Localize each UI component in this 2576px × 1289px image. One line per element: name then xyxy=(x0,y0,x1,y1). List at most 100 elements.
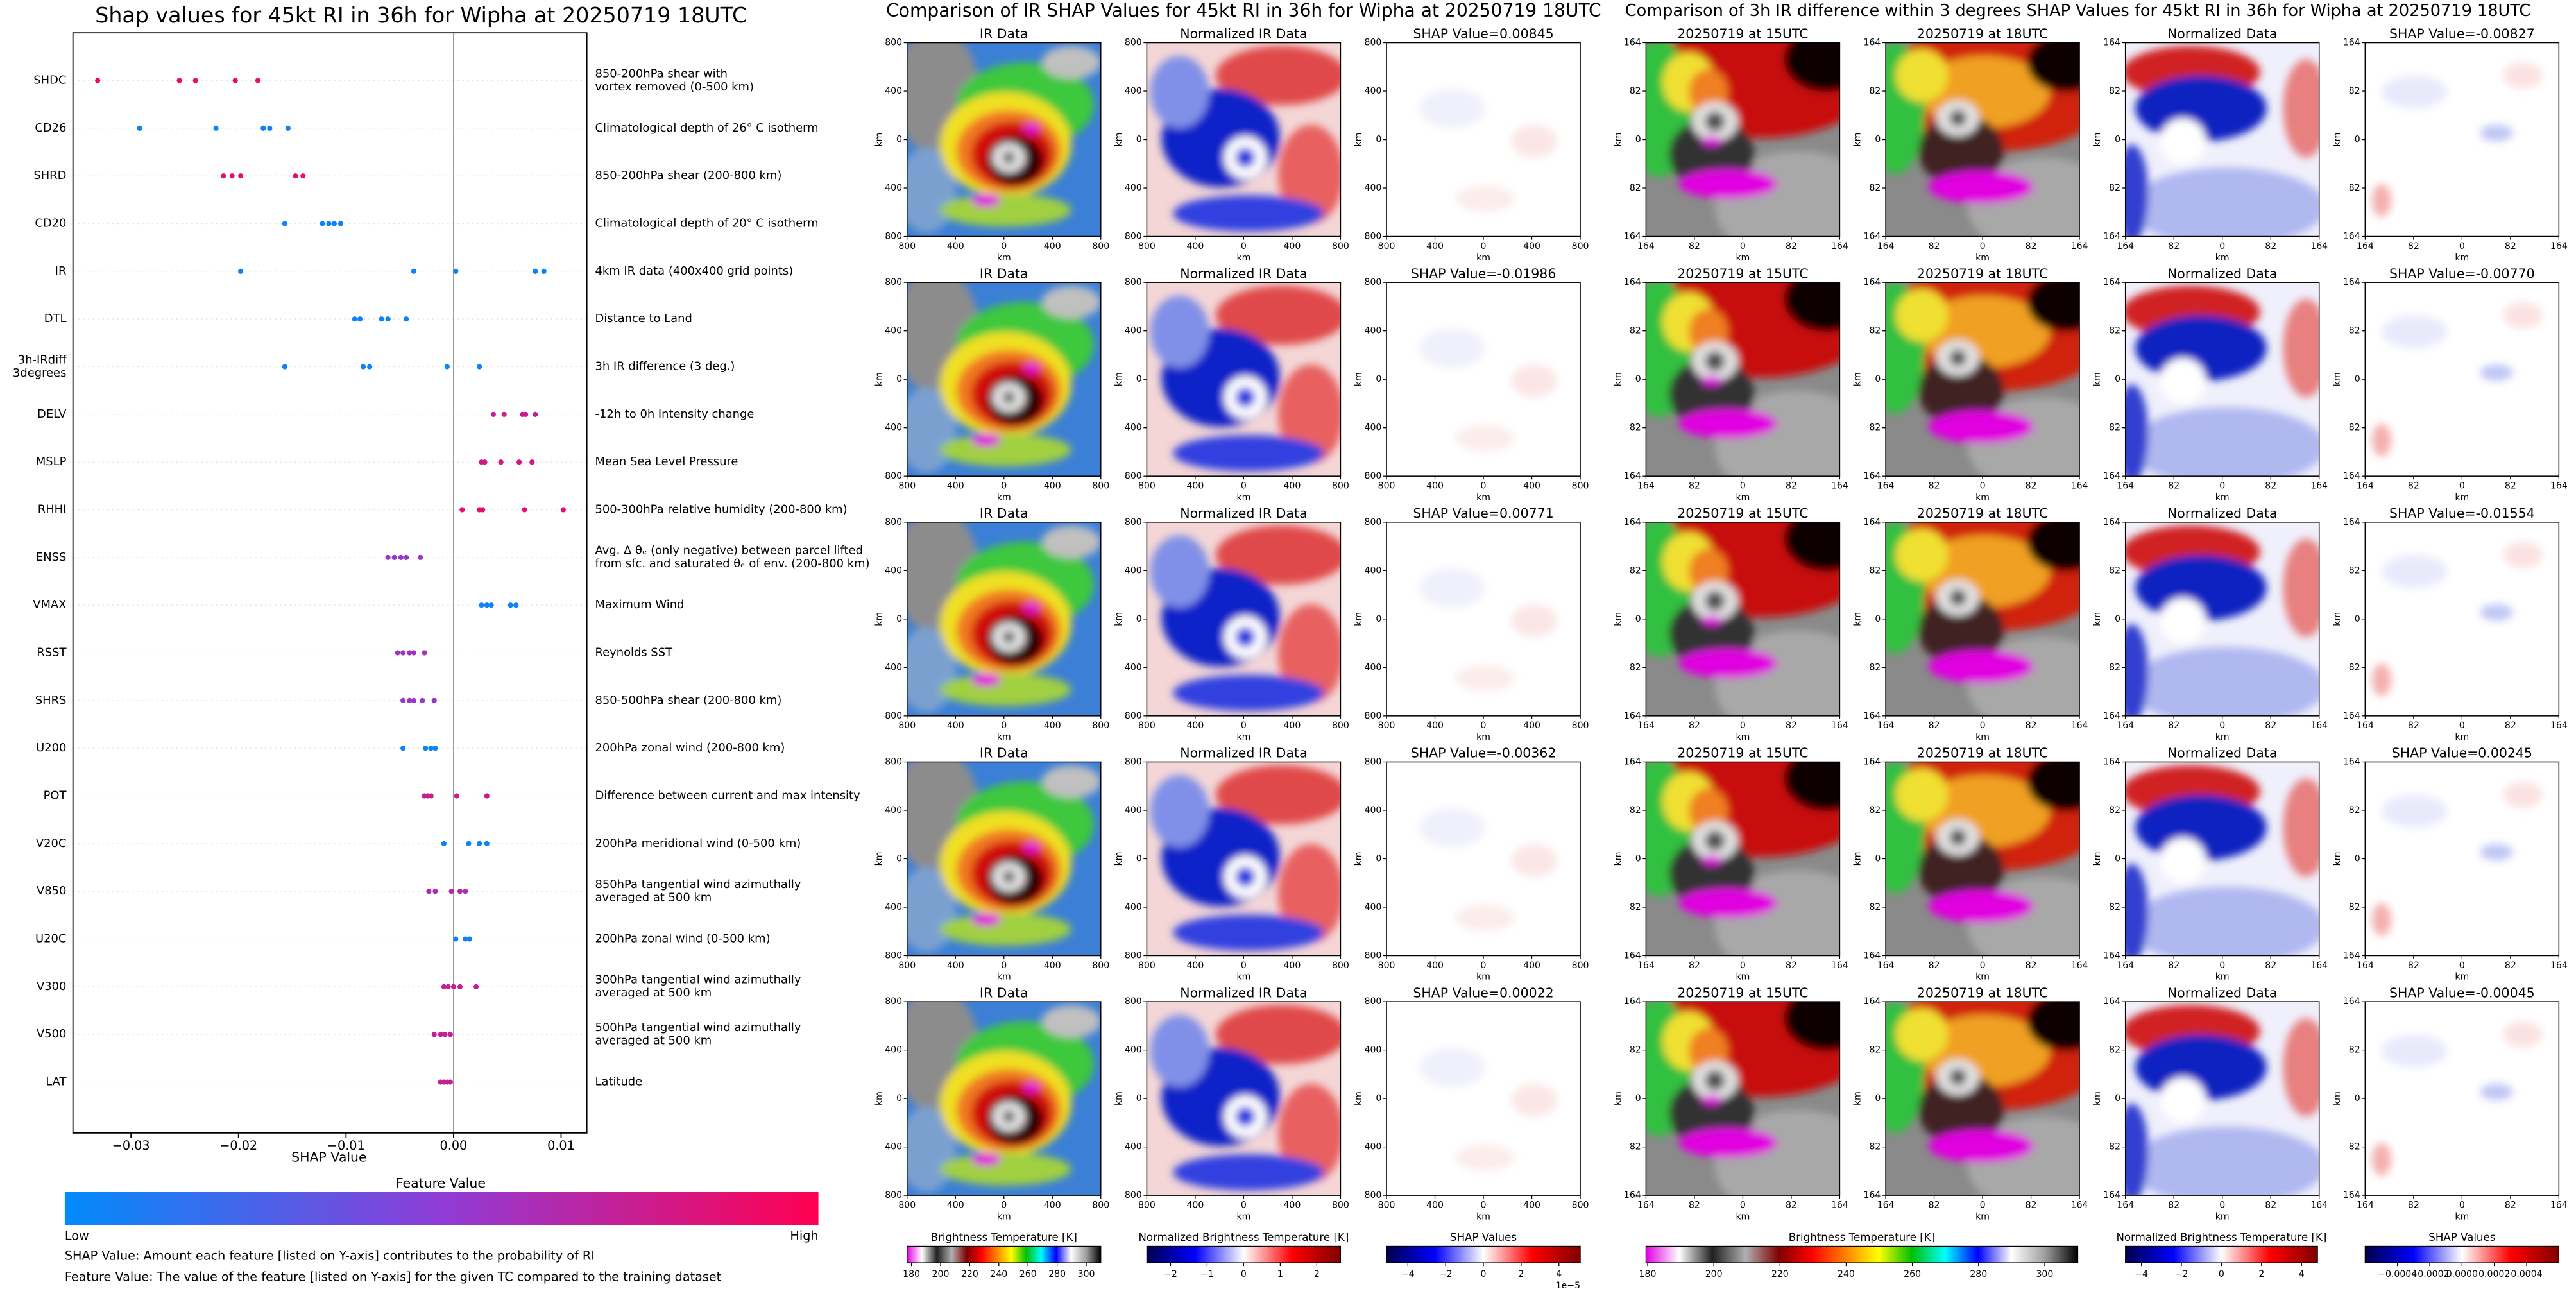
x-tick-label: 0 xyxy=(1001,481,1007,491)
shap-point xyxy=(391,554,397,560)
y-tick-label: 0 xyxy=(1136,853,1142,864)
shap-point xyxy=(533,268,538,274)
x-tick-label: 82 xyxy=(2408,1200,2419,1210)
x-tick-label: 82 xyxy=(2026,721,2037,731)
shap-point xyxy=(282,364,287,370)
y-tick-label: 164 xyxy=(2103,471,2120,481)
x-tick-label: 800 xyxy=(898,1200,916,1210)
shap-point xyxy=(293,173,298,179)
x-tick-label: 82 xyxy=(2265,960,2276,971)
y-tick-label: 82 xyxy=(2109,86,2120,96)
colorbar-tick-label: 300 xyxy=(1078,1269,1095,1279)
x-axis-label: km xyxy=(2455,972,2469,982)
y-tick-label: 82 xyxy=(1630,902,1641,912)
y-tick-label: 82 xyxy=(1630,662,1641,672)
x-tick-label: 0 xyxy=(2219,481,2225,491)
x-tick-label: 82 xyxy=(2505,481,2516,491)
y-axis-label: km xyxy=(1354,612,1364,626)
y-tick-label: 164 xyxy=(1864,756,1881,767)
colorbar-tick-label: 220 xyxy=(1771,1269,1789,1279)
panel-title: Normalized Data xyxy=(2167,985,2277,1000)
colorbar-title: Feature Value xyxy=(396,1175,486,1191)
panel-title: Normalized Data xyxy=(2167,506,2277,521)
x-tick-label: 82 xyxy=(1786,1200,1797,1210)
y-tick-label: 0 xyxy=(1635,1093,1641,1104)
panel-image xyxy=(894,30,1100,236)
x-tick-label: 0 xyxy=(1980,481,1986,491)
colorbar-tick-label: 180 xyxy=(1639,1269,1657,1279)
y-tick-label: 400 xyxy=(1125,1045,1142,1055)
x-tick-label: 82 xyxy=(2168,1200,2179,1210)
x-tick-label: 164 xyxy=(2357,721,2374,731)
shap-point xyxy=(398,554,404,560)
y-axis-label: km xyxy=(1613,852,1623,866)
x-tick-label: 82 xyxy=(1689,960,1700,971)
y-tick-label: 82 xyxy=(1869,86,1881,96)
shap-point xyxy=(267,125,273,131)
shap-point xyxy=(431,1032,437,1037)
x-tick-label: 0 xyxy=(2219,241,2225,252)
y-tick-label: 164 xyxy=(2343,517,2360,527)
shap-point xyxy=(395,650,400,656)
x-tick-label: 82 xyxy=(2265,241,2276,252)
x-axis-label: km xyxy=(1236,492,1250,502)
x-tick-label: 0 xyxy=(2459,960,2465,971)
panel-title: Normalized IR Data xyxy=(1180,26,1307,42)
x-tick-label: −0.02 xyxy=(219,1138,257,1153)
x-tick-label: 164 xyxy=(1637,241,1655,252)
feature-label: CD26 xyxy=(35,121,66,135)
x-tick-label: 800 xyxy=(1138,481,1156,491)
x-axis-label: km xyxy=(1476,492,1490,502)
colorbar-tick-label: −2 xyxy=(2175,1269,2188,1279)
x-axis-label: km xyxy=(2455,1211,2469,1222)
x-axis-label: km xyxy=(1736,1211,1750,1222)
y-tick-label: 400 xyxy=(1365,86,1382,96)
y-tick-label: 0 xyxy=(896,1093,902,1104)
feature-description: 500-300hPa relative humidity (200-800 km… xyxy=(595,503,848,516)
y-tick-label: 82 xyxy=(1869,1045,1881,1055)
colorbar-tick-label: −2 xyxy=(1164,1269,1177,1279)
x-tick-label: 400 xyxy=(947,960,964,971)
x-tick-label: 400 xyxy=(947,241,964,252)
x-tick-label: 0 xyxy=(1980,241,1986,252)
y-tick-label: 400 xyxy=(885,565,902,576)
y-axis-label: km xyxy=(874,1091,884,1105)
y-tick-label: 164 xyxy=(1864,232,1881,242)
shap-point xyxy=(95,78,101,83)
x-axis-label: km xyxy=(1236,1211,1250,1222)
shap-point xyxy=(457,889,463,894)
shap-point xyxy=(477,841,482,846)
y-tick-label: 0 xyxy=(1376,614,1381,624)
y-tick-label: 400 xyxy=(1365,423,1382,433)
y-tick-label: 0 xyxy=(1875,135,1881,145)
colorbar-label: Brightness Temperature [K] xyxy=(931,1231,1077,1243)
x-tick-label: 164 xyxy=(1637,721,1655,731)
y-tick-label: 0 xyxy=(1635,374,1641,384)
feature-description: Maximum Wind xyxy=(595,598,685,611)
y-tick-label: 400 xyxy=(1125,86,1142,96)
y-axis-label: km xyxy=(2092,1091,2103,1105)
x-tick-label: 82 xyxy=(2505,721,2516,731)
panel-image xyxy=(1626,259,1879,502)
x-tick-label: 400 xyxy=(1044,721,1061,731)
x-tick-label: 0 xyxy=(1481,960,1487,971)
shap-point xyxy=(432,746,438,751)
x-tick-label: 0 xyxy=(1980,1200,1986,1210)
panel-image xyxy=(1386,282,1580,476)
x-tick-label: 400 xyxy=(1523,1200,1540,1210)
shap-point xyxy=(400,697,406,703)
shap-point xyxy=(484,793,490,799)
y-tick-label: 800 xyxy=(1365,1190,1382,1200)
x-tick-label: 0 xyxy=(1481,481,1487,491)
feature-description: 200hPa zonal wind (200-800 km) xyxy=(595,741,785,755)
colorbar xyxy=(2364,1245,2559,1263)
panel-image xyxy=(1866,978,2119,1215)
shap-point xyxy=(300,173,306,179)
x-tick-label: 82 xyxy=(2265,1200,2276,1210)
shap-point xyxy=(404,316,409,322)
shap-point xyxy=(260,125,266,131)
shap-point xyxy=(488,602,494,608)
y-tick-label: 82 xyxy=(2109,662,2120,672)
x-tick-label: 400 xyxy=(1283,960,1301,971)
y-tick-label: 82 xyxy=(2109,1045,2120,1055)
